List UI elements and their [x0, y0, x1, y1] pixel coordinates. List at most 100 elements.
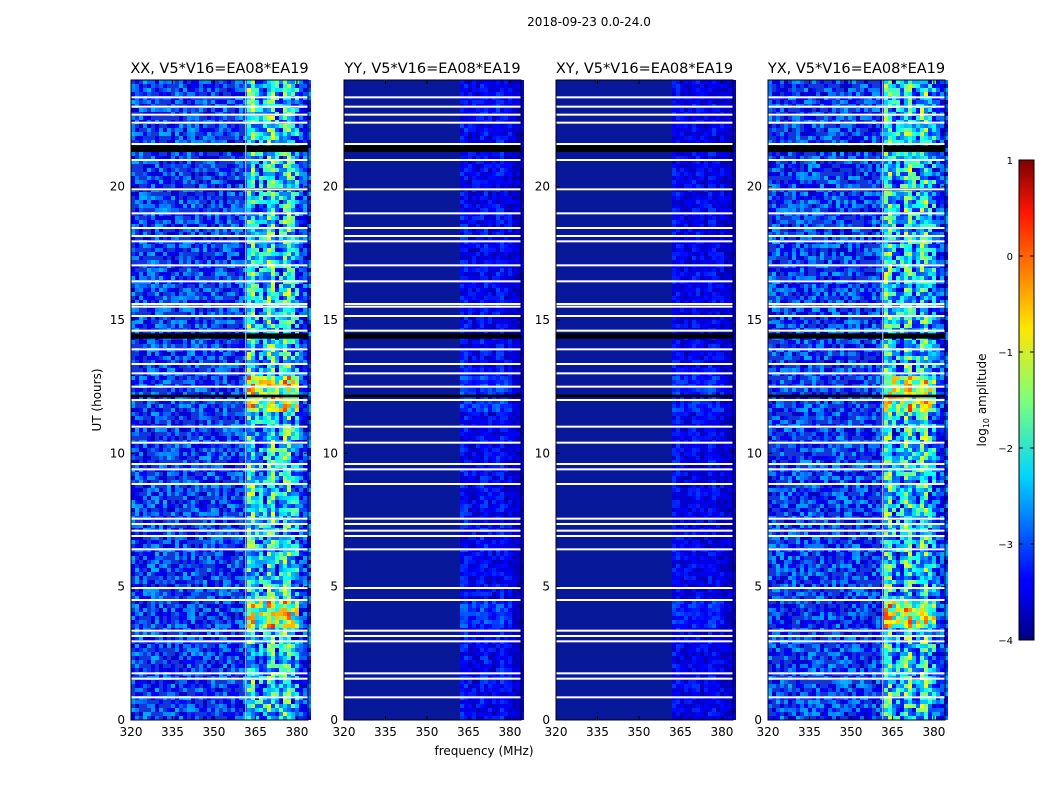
noise-cell	[263, 428, 267, 432]
noise-cell	[143, 564, 147, 568]
noise-cell	[215, 220, 219, 224]
noise-cell	[259, 376, 263, 380]
noise-cell	[239, 532, 243, 536]
noise-cell	[279, 364, 283, 368]
noise-cell	[275, 532, 279, 536]
noise-cell	[295, 604, 299, 608]
noise-cell	[283, 408, 287, 412]
noise-cell	[183, 520, 187, 524]
noise-cell	[167, 220, 171, 224]
noise-cell	[175, 356, 179, 360]
noise-cell	[255, 460, 259, 464]
noise-cell	[243, 180, 247, 184]
noise-cell	[263, 108, 267, 112]
noise-cell	[151, 600, 155, 604]
noise-cell	[143, 576, 147, 580]
noise-cell	[199, 320, 203, 324]
noise-cell	[187, 412, 191, 416]
noise-cell	[191, 220, 195, 224]
noise-cell	[171, 588, 175, 592]
noise-cell	[291, 460, 295, 464]
noise-cell	[235, 420, 239, 424]
noise-cell	[263, 400, 267, 404]
noise-cell	[279, 632, 283, 636]
noise-cell	[255, 116, 259, 120]
noise-cell	[275, 88, 279, 92]
noise-cell	[239, 288, 243, 292]
noise-cell	[155, 488, 159, 492]
noise-cell	[171, 256, 175, 260]
noise-cell	[291, 484, 295, 488]
noise-cell	[283, 340, 287, 344]
noise-cell	[211, 292, 215, 296]
noise-cell	[247, 356, 251, 360]
noise-cell	[283, 184, 287, 188]
noise-cell	[271, 244, 275, 248]
noise-cell	[207, 176, 211, 180]
noise-cell	[151, 616, 155, 620]
noise-cell	[251, 476, 255, 480]
noise-cell	[183, 452, 187, 456]
noise-cell	[147, 320, 151, 324]
noise-cell	[227, 632, 231, 636]
noise-cell	[163, 604, 167, 608]
noise-cell	[247, 308, 251, 312]
noise-cell	[283, 128, 287, 132]
noise-cell	[251, 412, 255, 416]
noise-cell	[279, 140, 283, 144]
noise-cell	[307, 412, 311, 416]
noise-cell	[251, 488, 255, 492]
noise-cell	[203, 388, 207, 392]
noise-cell	[307, 580, 311, 584]
noise-cell	[131, 552, 135, 556]
noise-cell	[243, 140, 247, 144]
noise-cell	[131, 408, 135, 412]
noise-cell	[299, 500, 303, 504]
noise-cell	[179, 204, 183, 208]
noise-cell	[183, 496, 187, 500]
noise-cell	[303, 412, 307, 416]
noise-cell	[143, 164, 147, 168]
noise-cell	[207, 568, 211, 572]
noise-cell	[163, 436, 167, 440]
noise-cell	[271, 160, 275, 164]
noise-cell	[191, 200, 195, 204]
noise-cell	[303, 608, 307, 612]
noise-cell	[243, 412, 247, 416]
noise-cell	[143, 596, 147, 600]
noise-cell	[251, 544, 255, 548]
noise-cell	[199, 612, 203, 616]
noise-cell	[299, 564, 303, 568]
noise-cell	[167, 124, 171, 128]
noise-cell	[279, 168, 283, 172]
noise-cell	[271, 608, 275, 612]
noise-cell	[291, 268, 295, 272]
noise-cell	[147, 220, 151, 224]
noise-cell	[243, 208, 247, 212]
noise-cell	[255, 140, 259, 144]
noise-cell	[247, 236, 251, 240]
noise-cell	[291, 236, 295, 240]
noise-cell	[143, 108, 147, 112]
noise-cell	[259, 568, 263, 572]
noise-cell	[163, 480, 167, 484]
noise-cell	[235, 412, 239, 416]
noise-cell	[163, 296, 167, 300]
noise-cell	[307, 556, 311, 560]
noise-cell	[255, 432, 259, 436]
noise-cell	[255, 392, 259, 396]
noise-cell	[227, 252, 231, 256]
noise-cell	[255, 572, 259, 576]
noise-cell	[167, 536, 171, 540]
noise-cell	[203, 608, 207, 612]
noise-cell	[151, 356, 155, 360]
noise-cell	[163, 276, 167, 280]
noise-cell	[239, 508, 243, 512]
noise-cell	[283, 260, 287, 264]
noise-cell	[183, 464, 187, 468]
noise-cell	[235, 232, 239, 236]
noise-cell	[183, 204, 187, 208]
noise-cell	[199, 100, 203, 104]
noise-cell	[299, 508, 303, 512]
noise-cell	[203, 428, 207, 432]
